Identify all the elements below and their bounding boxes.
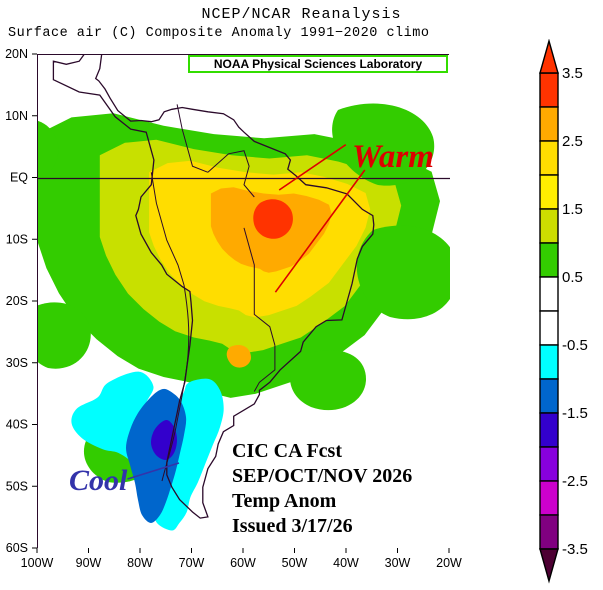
svg-text:0.5: 0.5 bbox=[562, 269, 583, 286]
svg-text:2.5: 2.5 bbox=[562, 133, 583, 150]
svg-text:EQ: EQ bbox=[10, 171, 28, 185]
svg-text:70W: 70W bbox=[179, 556, 205, 570]
svg-text:-0.5: -0.5 bbox=[562, 337, 588, 354]
svg-text:30W: 30W bbox=[385, 556, 411, 570]
svg-text:1.5: 1.5 bbox=[562, 201, 583, 218]
svg-text:10N: 10N bbox=[5, 109, 28, 123]
svg-text:3.5: 3.5 bbox=[562, 65, 583, 82]
svg-text:50W: 50W bbox=[282, 556, 308, 570]
svg-text:-3.5: -3.5 bbox=[562, 541, 588, 558]
svg-text:10S: 10S bbox=[6, 232, 28, 246]
svg-text:20S: 20S bbox=[6, 294, 28, 308]
svg-text:60W: 60W bbox=[230, 556, 256, 570]
svg-text:50S: 50S bbox=[6, 479, 28, 493]
svg-text:90W: 90W bbox=[76, 556, 102, 570]
svg-text:40W: 40W bbox=[333, 556, 359, 570]
svg-text:100W: 100W bbox=[21, 556, 54, 570]
svg-text:-2.5: -2.5 bbox=[562, 473, 588, 490]
svg-text:60S: 60S bbox=[6, 541, 28, 555]
svg-text:-1.5: -1.5 bbox=[562, 405, 588, 422]
svg-text:40S: 40S bbox=[6, 418, 28, 432]
svg-text:20W: 20W bbox=[436, 556, 462, 570]
svg-text:20N: 20N bbox=[5, 47, 28, 61]
svg-text:80W: 80W bbox=[127, 556, 153, 570]
svg-text:30S: 30S bbox=[6, 356, 28, 370]
